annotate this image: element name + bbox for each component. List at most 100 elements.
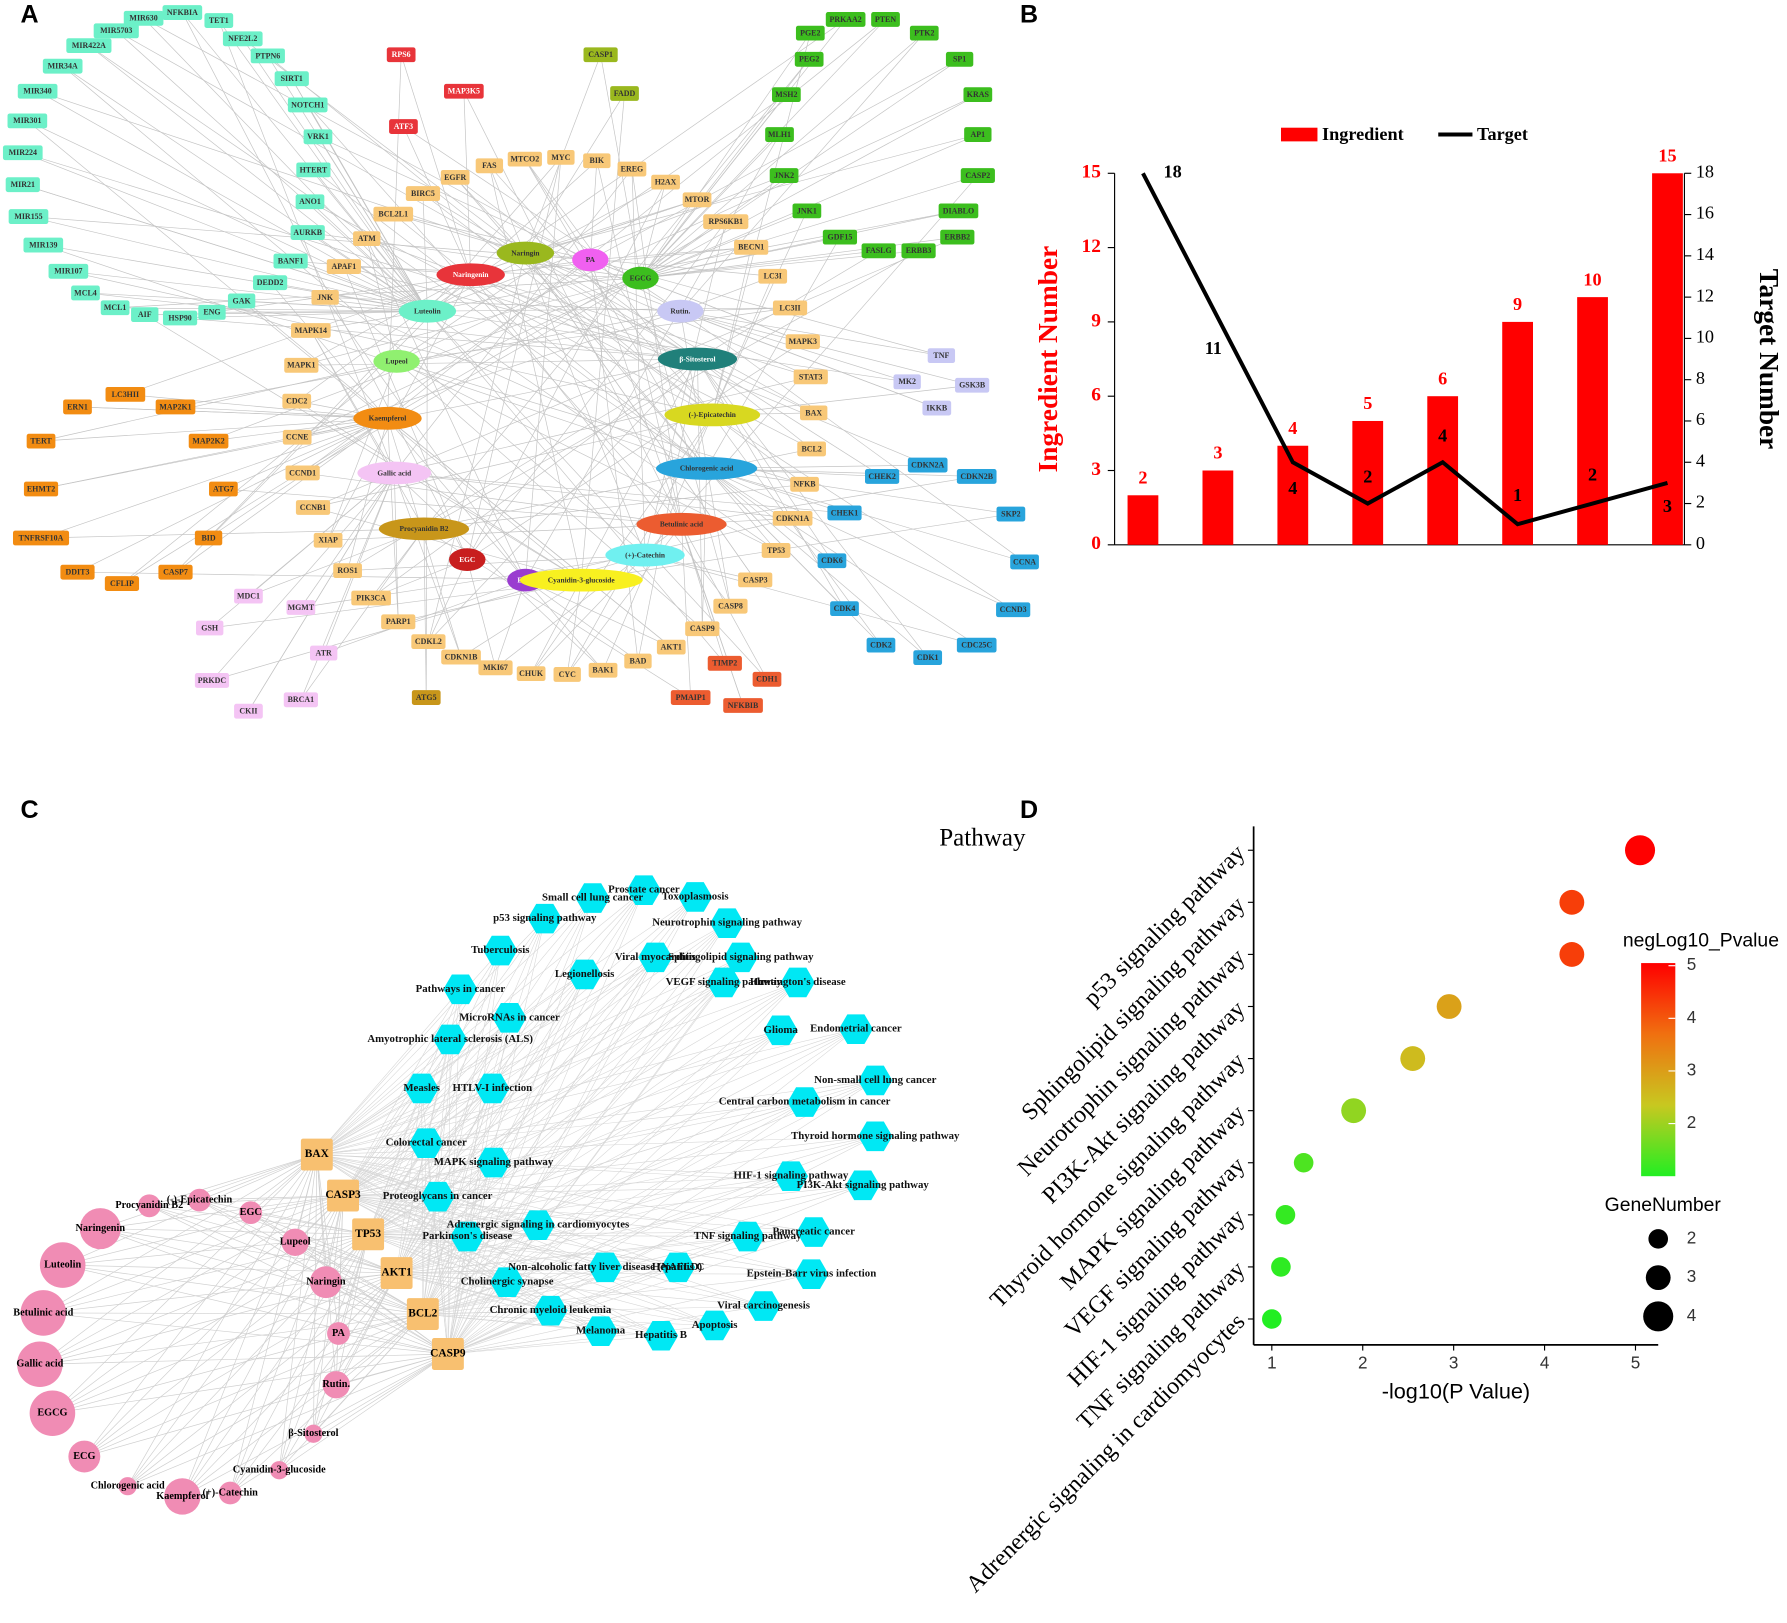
edge: [297, 277, 641, 438]
pathway-node: [858, 1121, 893, 1152]
pathway-node: [858, 1065, 893, 1096]
y2-axis-title: Target Number: [1754, 269, 1784, 450]
ingredient-label: Chlorogenic acid: [680, 464, 734, 473]
edge: [590, 259, 639, 662]
target-label: CASP8: [718, 602, 743, 611]
target-node: [772, 300, 808, 316]
target-node: [758, 268, 788, 284]
edge: [343, 266, 698, 360]
edge: [370, 358, 698, 599]
pathway-node: [661, 1252, 696, 1283]
edge: [296, 274, 471, 402]
edge: [317, 136, 428, 312]
target-label: GSK3B: [959, 381, 986, 390]
edge: [447, 982, 724, 1355]
colorbar-tick-label: 4: [1687, 1008, 1697, 1027]
target-label: LC3I: [764, 272, 782, 281]
target-label: MAP2K1: [159, 402, 191, 411]
target-node: [155, 399, 196, 415]
edge: [706, 468, 1014, 611]
edge: [706, 468, 833, 562]
edge: [394, 472, 604, 671]
edge: [180, 317, 698, 360]
bar-value-label: 2: [1138, 468, 1147, 488]
pathway-label: HIF-1 signaling pathway: [734, 1170, 849, 1182]
edge: [84, 1353, 448, 1457]
edge: [396, 1272, 601, 1332]
ingredient-label: Naringin: [511, 248, 539, 257]
pathway-node: [483, 935, 518, 966]
target-label: STAT3: [799, 372, 823, 381]
edge: [28, 216, 428, 312]
target-label: CASP1: [588, 50, 613, 59]
target-label: ERBB2: [944, 233, 970, 242]
target-label: BCL2L1: [378, 210, 408, 219]
pathway-label: MicroRNAs in cancer: [459, 1011, 560, 1023]
edge: [447, 1330, 601, 1355]
edge: [447, 950, 501, 1355]
pathway-node: [443, 974, 478, 1005]
edge: [466, 559, 496, 668]
edge: [278, 1154, 318, 1471]
pathway-node: [404, 1073, 439, 1104]
ingredient-label: PA: [332, 1328, 346, 1339]
target-label: FAS: [482, 161, 497, 170]
target-label: CASP2: [965, 171, 990, 180]
target-node: [960, 168, 995, 183]
edge: [631, 169, 646, 556]
x-tick-label: 3: [1449, 1354, 1459, 1373]
edge: [396, 94, 978, 362]
edge: [427, 310, 908, 383]
edge: [313, 1353, 449, 1435]
target-node: [411, 690, 441, 705]
target-label: MAPK14: [295, 326, 327, 335]
target-label: EREG: [621, 164, 644, 173]
edge: [175, 310, 681, 408]
edge: [211, 259, 591, 313]
target-label: MIR155: [14, 212, 42, 221]
pathway-node: [706, 967, 741, 998]
edge: [39, 1313, 423, 1365]
pathway-node: [697, 1310, 732, 1341]
target-node: [291, 323, 331, 338]
y-axis-title: Ingredient Number: [1033, 246, 1063, 473]
line-value-label: 18: [1163, 161, 1181, 181]
edge: [640, 236, 841, 279]
edge: [342, 974, 585, 1196]
edge: [316, 1154, 863, 1186]
edge: [43, 244, 428, 312]
target-label: BAK1: [592, 666, 613, 675]
edge: [250, 1212, 369, 1235]
ingredient-node: [20, 1290, 67, 1336]
edge: [229, 1154, 318, 1494]
target-node: [964, 127, 992, 142]
edge: [422, 1101, 805, 1315]
edge: [22, 152, 698, 360]
line-value-label: 3: [1663, 496, 1672, 516]
target-label: PTK2: [914, 29, 934, 38]
edge: [43, 244, 707, 469]
edge: [149, 1205, 449, 1355]
bar-value-label: 4: [1288, 418, 1297, 438]
edge: [447, 1231, 814, 1355]
target-label: MAPK1: [287, 361, 315, 370]
target-node: [204, 13, 234, 28]
target-label: DIABLO: [943, 206, 974, 215]
ingredient-node: [655, 457, 758, 480]
target-node: [131, 307, 159, 323]
pathway-label: Small cell lung cancer: [542, 892, 643, 904]
edge: [644, 175, 979, 556]
target-label: MKI67: [483, 663, 508, 672]
edge: [143, 18, 428, 312]
edge: [396, 1143, 427, 1274]
edge: [454, 177, 707, 469]
edge: [343, 1175, 791, 1196]
target-label: CDH1: [756, 675, 778, 684]
edge: [270, 282, 428, 312]
ingredient-node: [664, 403, 761, 427]
edge: [396, 918, 546, 1274]
target-node: [866, 637, 896, 653]
edge: [368, 1224, 538, 1235]
edge: [396, 1088, 493, 1274]
